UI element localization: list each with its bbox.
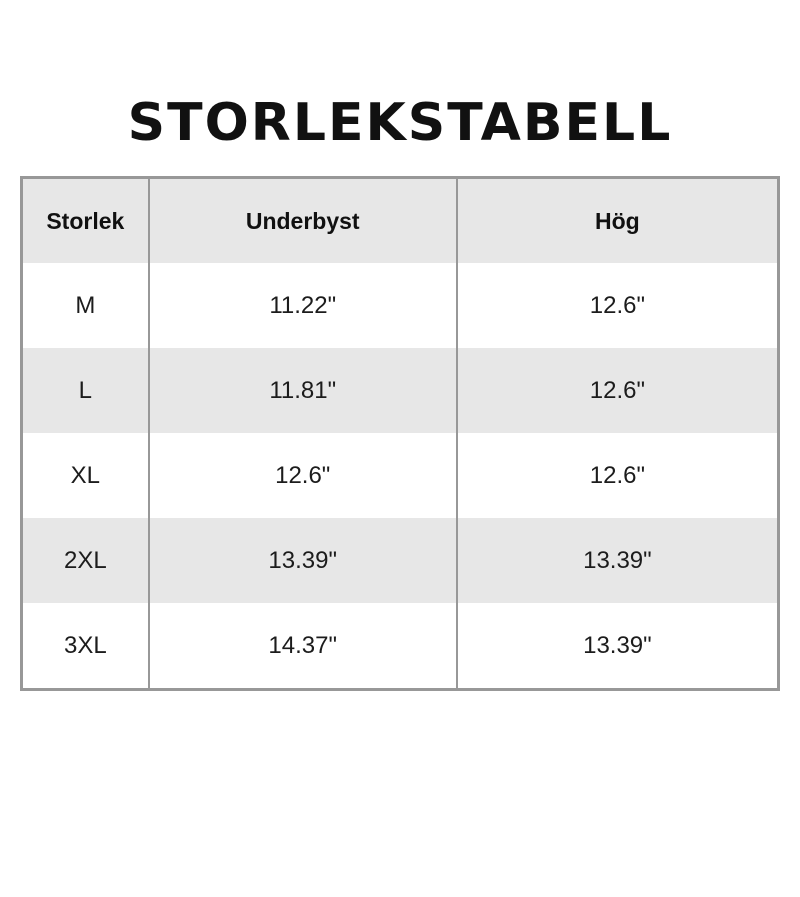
cell-size: 3XL [63, 631, 107, 659]
cell-size: M [75, 291, 96, 319]
cell-underbust: 13.39" [147, 518, 457, 603]
table-row: 2XL 13.39" 13.39" [21, 518, 779, 603]
cell-height: 12.6" [455, 348, 779, 433]
size-table-body: M 11.22" 12.6" L 11.81" 12.6" XL 12.6" 1… [21, 263, 779, 690]
cell-underbust: 11.22" [147, 263, 457, 348]
column-header-storlek: Storlek [21, 177, 149, 263]
column-header-hog: Hög [455, 177, 779, 263]
cell-height: 12.6" [455, 263, 779, 348]
table-row: XL 12.6" 12.6" [22, 433, 779, 518]
size-table-container: Storlek Underbyst Hög M 11.22" 12.6" L 1… [20, 176, 780, 691]
cell-size: 2XL [63, 546, 107, 574]
column-header-underbyst: Underbyst [147, 177, 457, 263]
cell-height: 12.6" [455, 433, 779, 518]
table-row: L 11.81" 12.6" [21, 348, 779, 433]
cell-underbust: 14.37" [147, 603, 457, 690]
table-row: 3XL 14.37" 13.39" [22, 603, 779, 690]
page-title: STORLEKSTABELL [127, 93, 673, 153]
table-row: M 11.22" 12.6" [22, 263, 779, 348]
cell-underbust: 12.6" [147, 433, 457, 518]
size-table: Storlek Underbyst Hög M 11.22" 12.6" L 1… [20, 176, 780, 691]
cell-height: 13.39" [455, 603, 779, 690]
size-table-header: Storlek Underbyst Hög [21, 177, 779, 263]
header-row: Storlek Underbyst Hög [21, 177, 779, 263]
cell-height: 13.39" [455, 518, 779, 603]
cell-size: XL [70, 461, 101, 489]
cell-size: L [78, 376, 93, 404]
cell-underbust: 11.81" [147, 348, 457, 433]
